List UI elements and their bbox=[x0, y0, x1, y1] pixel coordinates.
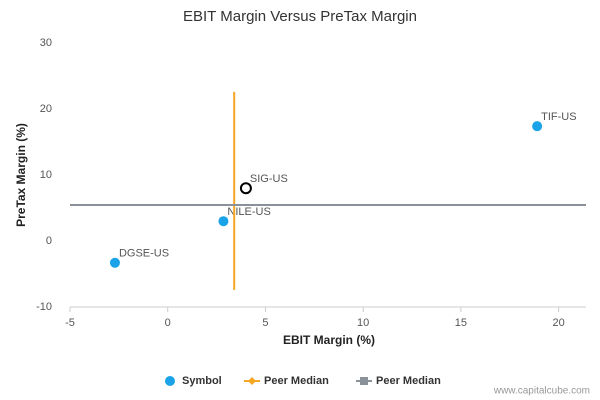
y-axis-label: PreTax Margin (%) bbox=[14, 123, 28, 227]
point-label: DGSE-US bbox=[119, 248, 169, 260]
y-tick-label: -10 bbox=[36, 301, 52, 313]
point-label: TIF-US bbox=[541, 111, 576, 123]
y-tick-label: 0 bbox=[46, 235, 52, 247]
x-tick-label: -5 bbox=[65, 317, 75, 329]
point bbox=[109, 257, 120, 268]
point-label: NILE-US bbox=[227, 206, 270, 218]
y-tick-label: 10 bbox=[40, 169, 52, 181]
x-tick-label: 20 bbox=[553, 317, 565, 329]
chart-title: EBIT Margin Versus PreTax Margin bbox=[183, 8, 417, 25]
point bbox=[218, 216, 229, 227]
legend-marker bbox=[248, 377, 256, 385]
watermark: www.capitalcube.com bbox=[493, 386, 590, 397]
legend-marker bbox=[360, 377, 368, 385]
x-tick-label: 0 bbox=[165, 317, 171, 329]
point bbox=[239, 182, 252, 195]
x-tick-label: 10 bbox=[357, 317, 369, 329]
x-tick-label: 5 bbox=[262, 317, 268, 329]
legend-label[interactable]: Peer Median bbox=[376, 375, 441, 387]
legend-marker bbox=[165, 376, 175, 386]
legend-label[interactable]: Peer Median bbox=[264, 375, 329, 387]
x-axis-label: EBIT Margin (%) bbox=[283, 333, 375, 347]
y-tick-label: 30 bbox=[40, 37, 52, 49]
point-label: SIG-US bbox=[250, 173, 288, 185]
point bbox=[532, 121, 543, 132]
y-tick-label: 20 bbox=[40, 103, 52, 115]
legend-label[interactable]: Symbol bbox=[182, 375, 222, 387]
x-tick-label: 15 bbox=[455, 317, 467, 329]
